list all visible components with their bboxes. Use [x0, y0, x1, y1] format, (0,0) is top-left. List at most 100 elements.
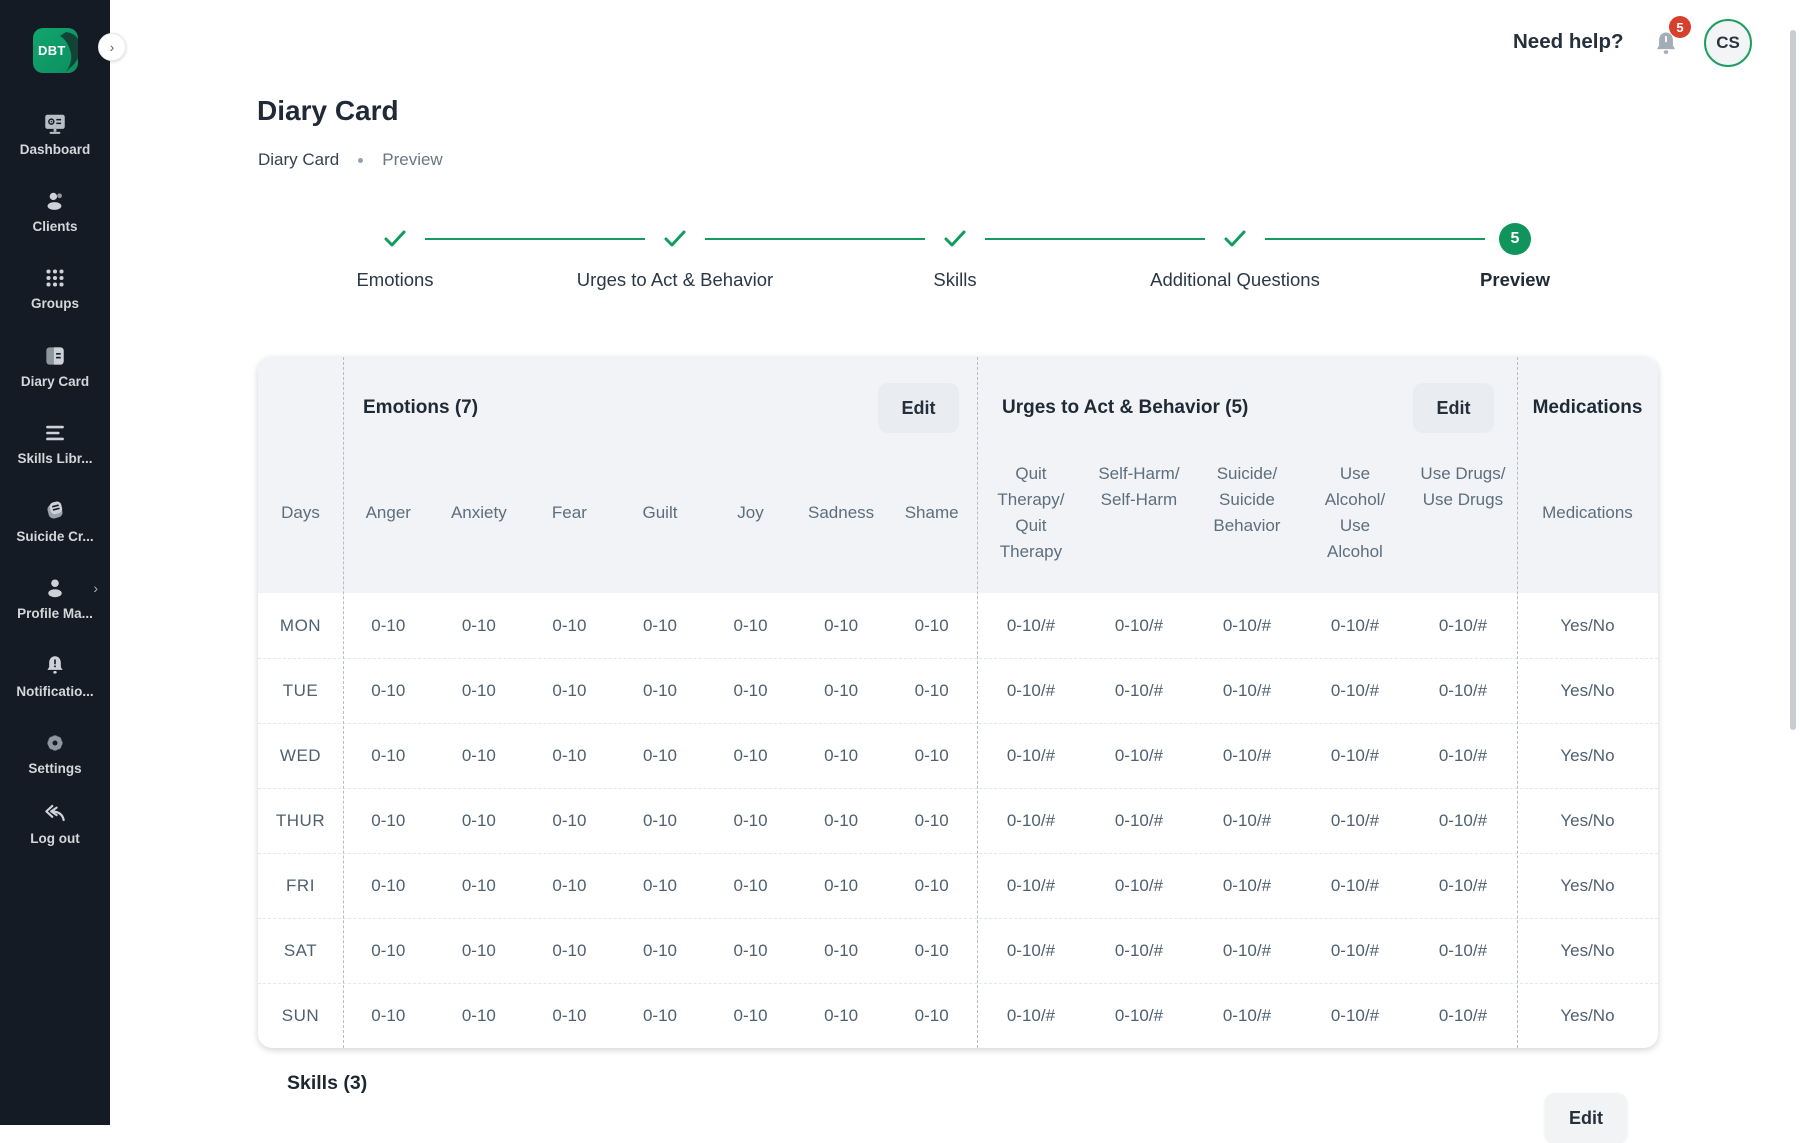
medications-column-header: Medications [1542, 503, 1633, 522]
sidebar-item-dashboard[interactable]: Dashboard [0, 111, 110, 157]
emotion-value-cell: 0-10 [914, 941, 949, 960]
step-urges[interactable]: Urges to Act & Behavior [535, 222, 815, 291]
sidebar-item-skills-library[interactable]: Skills Libr... [0, 420, 110, 466]
need-help-link[interactable]: Need help? [1513, 30, 1624, 53]
emotion-value-cell: 0-10 [371, 681, 406, 700]
urge-value-cell: 0-10/# [1438, 681, 1488, 700]
sidebar-item-notifications[interactable]: Notificatio... [0, 653, 110, 699]
emotion-value-cell: 0-10 [552, 1006, 587, 1025]
urge-value-cell: 0-10/# [1330, 876, 1380, 895]
suicide-crisis-icon [47, 501, 63, 519]
check-icon [664, 230, 686, 247]
sidebar: DBT › Dashboard Clients [0, 0, 126, 1125]
urge-value-cell: 0-10/# [1006, 681, 1056, 700]
edit-emotions-button[interactable]: Edit [878, 383, 959, 433]
emotion-value-cell: 0-10 [914, 615, 949, 635]
logo-text: DBT [38, 43, 66, 58]
edit-skills-button[interactable]: Edit [1545, 1093, 1627, 1143]
notifications-button[interactable] [1650, 28, 1684, 62]
breadcrumb-diary-card[interactable]: Diary Card [258, 150, 340, 169]
bell-icon [1656, 32, 1676, 54]
step-label: Additional Questions [1150, 269, 1320, 290]
table-body: MON 0-10 0-10 0-10 0-10 0-10 0-10 0-10 0… [258, 593, 1658, 1048]
medication-value-cell: Yes/No [1560, 681, 1615, 700]
emotion-value-cell: 0-10 [824, 941, 859, 960]
urge-value-cell: 0-10/# [1222, 681, 1272, 700]
column-divider [343, 357, 344, 1048]
sidebar-item-label: Skills Libr... [17, 451, 93, 466]
clients-icon [47, 192, 62, 210]
sidebar-item-diary-card[interactable]: Diary Card [0, 343, 110, 389]
emotion-value-cell: 0-10 [733, 811, 768, 830]
emotion-value-cell: 0-10 [461, 941, 496, 960]
breadcrumb-preview[interactable]: Preview [382, 150, 443, 169]
urge-value-cell: 0-10/# [1438, 746, 1488, 765]
sidebar-item-clients[interactable]: Clients [0, 188, 110, 234]
sidebar-item-label: Notificatio... [16, 684, 94, 699]
check-icon [944, 230, 966, 247]
sidebar-item-groups[interactable]: Groups [0, 265, 110, 311]
step-additional-questions[interactable]: Additional Questions [1095, 222, 1375, 291]
urge-value-cell: 0-10/# [1330, 941, 1380, 960]
urge-value-cell: 0-10/# [1114, 1006, 1164, 1025]
emotion-value-cell: 0-10 [733, 615, 768, 635]
emotion-value-cell: 0-10 [824, 811, 859, 830]
sidebar-collapse-button[interactable]: › [98, 33, 126, 61]
sidebar-item-label: Suicide Cr... [16, 529, 94, 544]
emotion-value-cell: 0-10 [642, 811, 677, 830]
sidebar-item-logout[interactable]: Log out [0, 800, 110, 846]
urge-column-header: Self-Harm/ Self-Harm [1098, 464, 1180, 509]
medication-value-cell: Yes/No [1560, 1006, 1615, 1025]
urge-value-cell: 0-10/# [1006, 941, 1056, 960]
emotion-value-cell: 0-10 [642, 1006, 677, 1025]
urge-value-cell: 0-10/# [1438, 811, 1488, 830]
breadcrumb-separator-dot [358, 157, 364, 163]
step-skills[interactable]: Skills [815, 222, 1095, 291]
emotion-value-cell: 0-10 [461, 615, 496, 635]
sidebar-item-label: Log out [30, 831, 80, 846]
table-row: SAT 0-10 0-10 0-10 0-10 0-10 0-10 0-10 0… [258, 918, 1658, 983]
emotion-value-cell: 0-10 [824, 615, 859, 635]
stepper-connector [1265, 238, 1485, 240]
medications-group-title: Medications [1532, 397, 1643, 418]
emotion-column-header: Guilt [642, 503, 678, 522]
sidebar-item-suicide-crisis[interactable]: Suicide Cr... [0, 498, 110, 544]
day-cell: WED [279, 746, 322, 765]
sidebar-item-settings[interactable]: Settings [0, 730, 110, 776]
medication-value-cell: Yes/No [1560, 746, 1615, 765]
emotion-value-cell: 0-10 [552, 681, 587, 700]
check-icon [384, 230, 406, 247]
emotion-column-header: Shame [904, 503, 959, 522]
urge-value-cell: 0-10/# [1438, 941, 1488, 960]
day-cell: FRI [286, 876, 315, 895]
urge-value-cell: 0-10/# [1222, 811, 1272, 830]
emotion-value-cell: 0-10 [461, 1006, 496, 1025]
diary-card-preview-table: Emotions (7) Edit Urges to Act & Behavio… [258, 357, 1658, 1048]
emotion-column-header: Anger [365, 503, 411, 522]
table-row: MON 0-10 0-10 0-10 0-10 0-10 0-10 0-10 0… [258, 593, 1658, 658]
edit-urges-button[interactable]: Edit [1413, 383, 1494, 433]
emotion-value-cell: 0-10 [733, 876, 768, 895]
step-preview[interactable]: 5 Preview [1375, 222, 1655, 291]
day-cell: MON [279, 615, 322, 635]
emotion-value-cell: 0-10 [371, 811, 406, 830]
urge-value-cell: 0-10/# [1006, 876, 1056, 895]
urge-value-cell: 0-10/# [1330, 746, 1380, 765]
emotion-value-cell: 0-10 [371, 876, 406, 895]
medication-value-cell: Yes/No [1560, 876, 1615, 895]
sidebar-item-profile-management[interactable]: › Profile Ma... [0, 575, 110, 621]
step-number-badge: 5 [1499, 223, 1531, 255]
column-divider [977, 357, 978, 1048]
vertical-scrollbar[interactable] [1790, 30, 1796, 730]
emotion-value-cell: 0-10 [914, 811, 949, 830]
face-profile-icon [60, 32, 78, 72]
emotion-value-cell: 0-10 [371, 746, 406, 765]
emotion-value-cell: 0-10 [552, 746, 587, 765]
emotion-value-cell: 0-10 [824, 681, 859, 700]
avatar[interactable]: CS [1704, 19, 1752, 67]
step-emotions[interactable]: Emotions [255, 222, 535, 291]
emotion-value-cell: 0-10 [733, 681, 768, 700]
dbt-logo[interactable]: DBT [33, 28, 78, 73]
urge-column-header: Use Drugs/ Use Drugs [1420, 464, 1506, 509]
notification-count-badge: 5 [1669, 16, 1691, 38]
